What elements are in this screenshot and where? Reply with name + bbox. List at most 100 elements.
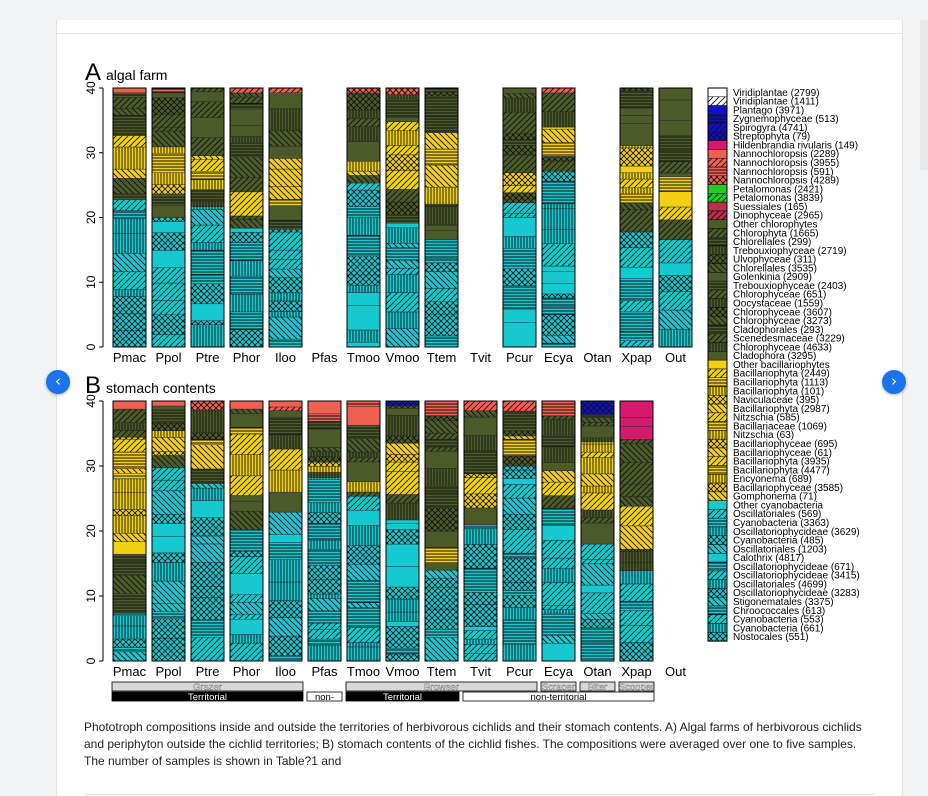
bar-segment (112, 574, 147, 594)
bar-segment (229, 433, 264, 455)
bar-segment (502, 607, 537, 621)
bar-segment (463, 507, 498, 526)
bar (619, 87, 654, 348)
bar-segment (307, 564, 342, 580)
bar-segment (502, 212, 537, 218)
bar-segment (151, 479, 186, 492)
bar-segment (541, 525, 576, 541)
bar-segment (502, 308, 537, 323)
bar-segment (502, 558, 537, 583)
bar-segment (112, 438, 147, 453)
legend-label: Other chlorophytes (733, 219, 818, 230)
legend-swatch (707, 157, 728, 168)
bar-segment (190, 224, 225, 243)
bar-segment (385, 543, 420, 567)
bar-segment (541, 642, 576, 662)
bar-segment (619, 400, 654, 418)
bar-segment (346, 255, 381, 276)
bar-segment (151, 193, 186, 197)
legend-label: Plantago (3971) (733, 105, 804, 116)
bar (502, 87, 537, 348)
x-tick-label: Otan (583, 350, 611, 365)
bar-segment (151, 282, 186, 301)
bar-segment (307, 400, 342, 415)
legend-swatch (707, 430, 728, 440)
bar-segment (502, 192, 537, 203)
bar-segment (619, 340, 654, 348)
bar-segment (346, 109, 381, 119)
bar-segment (502, 400, 537, 412)
bar-segment (424, 400, 459, 417)
bar-segment (385, 598, 420, 613)
bar-segment (190, 432, 225, 440)
bar-segment (463, 544, 498, 569)
bar-segment (268, 92, 303, 109)
previous-figure-button[interactable]: ‹ (46, 370, 70, 394)
bar-segment (190, 200, 225, 207)
x-tick-label: Out (665, 664, 686, 679)
bar-segment (346, 92, 381, 111)
bar-segment (346, 457, 381, 463)
bar-segment (619, 278, 654, 301)
bar-segment (424, 492, 459, 498)
bar-segment (151, 146, 186, 154)
legend-label: Calothrix (4817) (733, 553, 804, 564)
legend-label: Nannochloropsis (3955) (733, 158, 839, 169)
bar-segment (346, 305, 381, 331)
bar-segment (151, 523, 186, 537)
legend-swatch (707, 596, 728, 607)
bar-segment (424, 439, 459, 448)
bar (463, 400, 498, 662)
bar-segment (385, 653, 420, 662)
bar-segment (307, 456, 342, 463)
bar-segment (424, 148, 459, 166)
bar-segment (190, 91, 225, 102)
x-tick-label: Ecya (544, 664, 574, 679)
bar (385, 87, 420, 348)
bar-segment (229, 215, 264, 220)
legend-swatch (707, 535, 728, 545)
legend-swatch (707, 544, 728, 554)
x-tick-label: Xpap (621, 664, 651, 679)
bar-segment (268, 617, 303, 637)
legend-swatch (707, 465, 728, 475)
scrollbar[interactable] (920, 20, 928, 170)
legend-label: Cladophora (3295) (733, 351, 816, 362)
bar-segment (541, 335, 576, 344)
bar-segment (346, 461, 381, 482)
bar-segment (424, 547, 459, 563)
bar-segment (151, 611, 186, 619)
bar-segment (580, 517, 615, 524)
bar-segment (424, 116, 459, 133)
next-figure-button[interactable]: › (882, 370, 906, 394)
bar-segment (658, 239, 693, 264)
bar-segment (424, 420, 459, 434)
bar-segment (424, 87, 459, 93)
bar-segment (190, 468, 225, 484)
bar-segment (151, 87, 186, 93)
bar-segment (541, 314, 576, 336)
legend-label: Stigonematales (3375) (733, 597, 834, 608)
bar-segment (268, 534, 303, 543)
bar-segment (580, 437, 615, 443)
bar-segment (190, 209, 225, 226)
legend-label: Gomphonema (71) (733, 492, 817, 503)
legend-swatch (707, 228, 728, 238)
bar-segment (268, 600, 303, 618)
bar-segment (268, 186, 303, 200)
bar-segment (619, 266, 654, 279)
bar-segment (190, 242, 225, 251)
bar-segment (463, 410, 498, 418)
bar-segment (580, 457, 615, 475)
bar-segment (502, 465, 537, 471)
bar-segment (385, 522, 420, 530)
bar-segment (151, 334, 186, 348)
legend-label: Other cyanobacteria (733, 500, 823, 511)
group-label: Biter (588, 682, 608, 693)
bar-segment (424, 230, 459, 241)
bar-segment (268, 581, 303, 601)
bar-segment (346, 175, 381, 184)
bar-segment (268, 108, 303, 132)
bar-segment (385, 471, 420, 495)
bar-segment (190, 249, 225, 275)
